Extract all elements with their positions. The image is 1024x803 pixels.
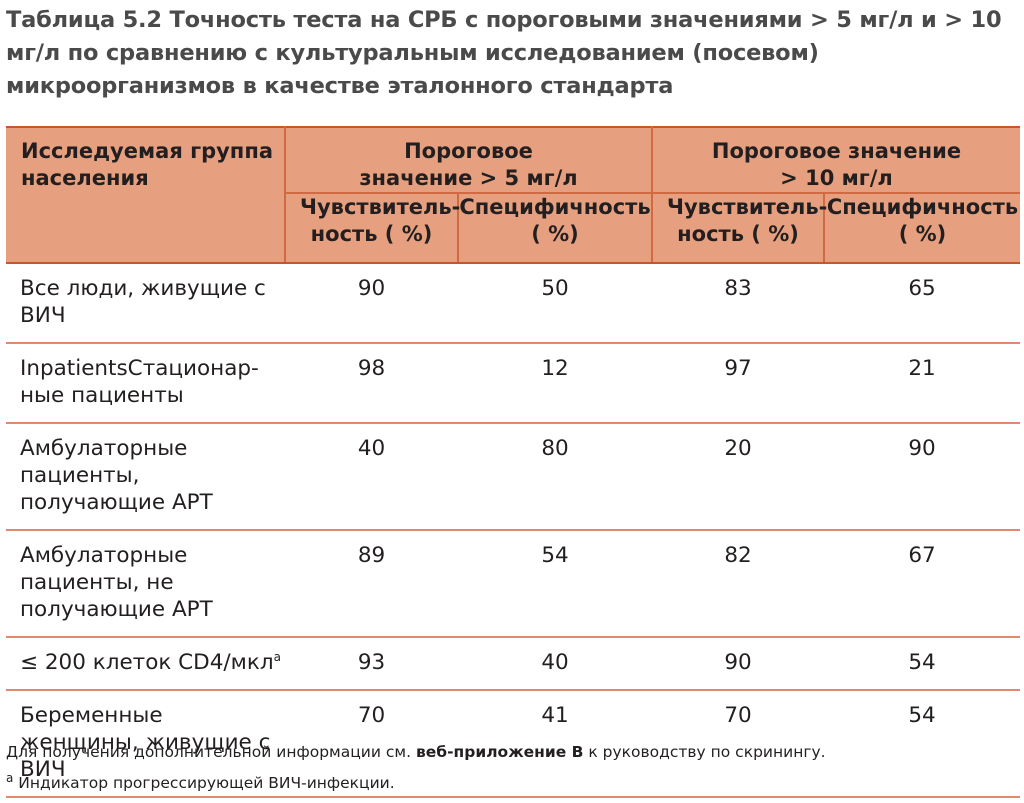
table-row: Беременные женщины, живущие с ВИЧ 70 41 70 5… [6,690,1020,798]
cell-specificity-5: 50 [458,263,652,344]
cell-specificity-10: 65 [824,263,1020,344]
cell-sensitivity-5: 40 [285,423,458,531]
cell-specificity-5: 54 [458,530,652,638]
footnote-annex-link[interactable]: веб-приложение B [415,743,584,761]
row-label-footnote-mark: a [273,649,281,664]
footnote-web-annex: Для получения дополнительной информации … [6,742,826,762]
row-label: Все люди, живущие с ВИЧ [6,263,285,344]
header-specificity-5: Специфичность ( %) [458,192,653,264]
cell-sensitivity-5: 70 [285,690,458,798]
row-label-text: Амбулаторные пациенты, не получающие АРТ [20,543,213,622]
cell-sensitivity-10: 70 [652,690,824,798]
header-sensitivity-5: Чувствитель-ность ( %) [285,192,460,264]
cell-sensitivity-5: 90 [285,263,458,344]
header-threshold-5: Пороговое значение > 5 мг/л [285,126,653,193]
cell-sensitivity-5: 98 [285,343,458,424]
cell-specificity-10: 67 [824,530,1020,638]
cell-specificity-5: 80 [458,423,652,531]
row-label-text: Амбулаторные пациенты, получающие АРТ [20,436,213,515]
cell-sensitivity-5: 93 [285,637,458,691]
row-label-text: ≤ 200 клеток CD4/мкл [20,650,274,675]
row-label: InpatientsСтационар-ные пациенты [6,343,285,424]
row-label: Амбулаторные пациенты, получающие АРТ [6,423,285,531]
row-label: ≤ 200 клеток CD4/мклa [6,637,285,691]
table-title: Таблица 5.2 Точность теста на СРБ с поро… [6,7,1002,99]
cell-specificity-10: 90 [824,423,1020,531]
header-specificity-10: Специфичность ( %) [824,192,1020,264]
row-label-text: Беременные женщины, живущие с ВИЧ [20,703,271,782]
footnote-a: a Индикатор прогрессирующей ВИЧ-инфекции… [6,770,395,793]
table-row: InpatientsСтационар-ные пациенты 98 12 97 21 [6,343,1020,424]
header-population-blank [6,193,286,264]
row-label-text: InpatientsСтационар-ные пациенты [20,356,259,408]
footnote-a-text: Индикатор прогрессирующей ВИЧ-инфекции. [18,774,395,792]
header-population: Исследуемая группа населения [6,126,286,193]
table-row: Амбулаторные пациенты, не получающие АРТ… [6,530,1020,638]
cell-specificity-5: 40 [458,637,652,691]
table-row: Все люди, живущие с ВИЧ 90 50 83 65 [6,263,1020,344]
footnote-a-mark: a [6,770,14,785]
table-row: ≤ 200 клеток CD4/мклa 93 40 90 54 [6,637,1020,691]
footnote-text-after: к руководству по скринингу. [588,743,826,761]
row-label-text: Все люди, живущие с ВИЧ [20,276,266,328]
cell-specificity-5: 12 [458,343,652,424]
footnote-text-before: Для получения дополнительной информации … [6,743,412,761]
cell-sensitivity-10: 90 [652,637,824,691]
cell-sensitivity-10: 82 [652,530,824,638]
cell-sensitivity-10: 83 [652,263,824,344]
cell-specificity-10: 21 [824,343,1020,424]
cell-specificity-5: 41 [458,690,652,798]
header-sensitivity-10: Чувствитель-ность ( %) [652,192,827,264]
cell-specificity-10: 54 [824,690,1020,798]
header-threshold-10: Пороговое значение > 10 мг/л [652,126,1020,193]
cell-sensitivity-5: 89 [285,530,458,638]
cell-sensitivity-10: 20 [652,423,824,531]
cell-specificity-10: 54 [824,637,1020,691]
row-label: Беременные женщины, живущие с ВИЧ [6,690,285,798]
data-table: Исследуемая группа населения Пороговое з… [6,126,1020,798]
table-row: Амбулаторные пациенты, получающие АРТ 40 8… [6,423,1020,531]
row-label: Амбулаторные пациенты, не получающие АРТ [6,530,285,638]
cell-sensitivity-10: 97 [652,343,824,424]
